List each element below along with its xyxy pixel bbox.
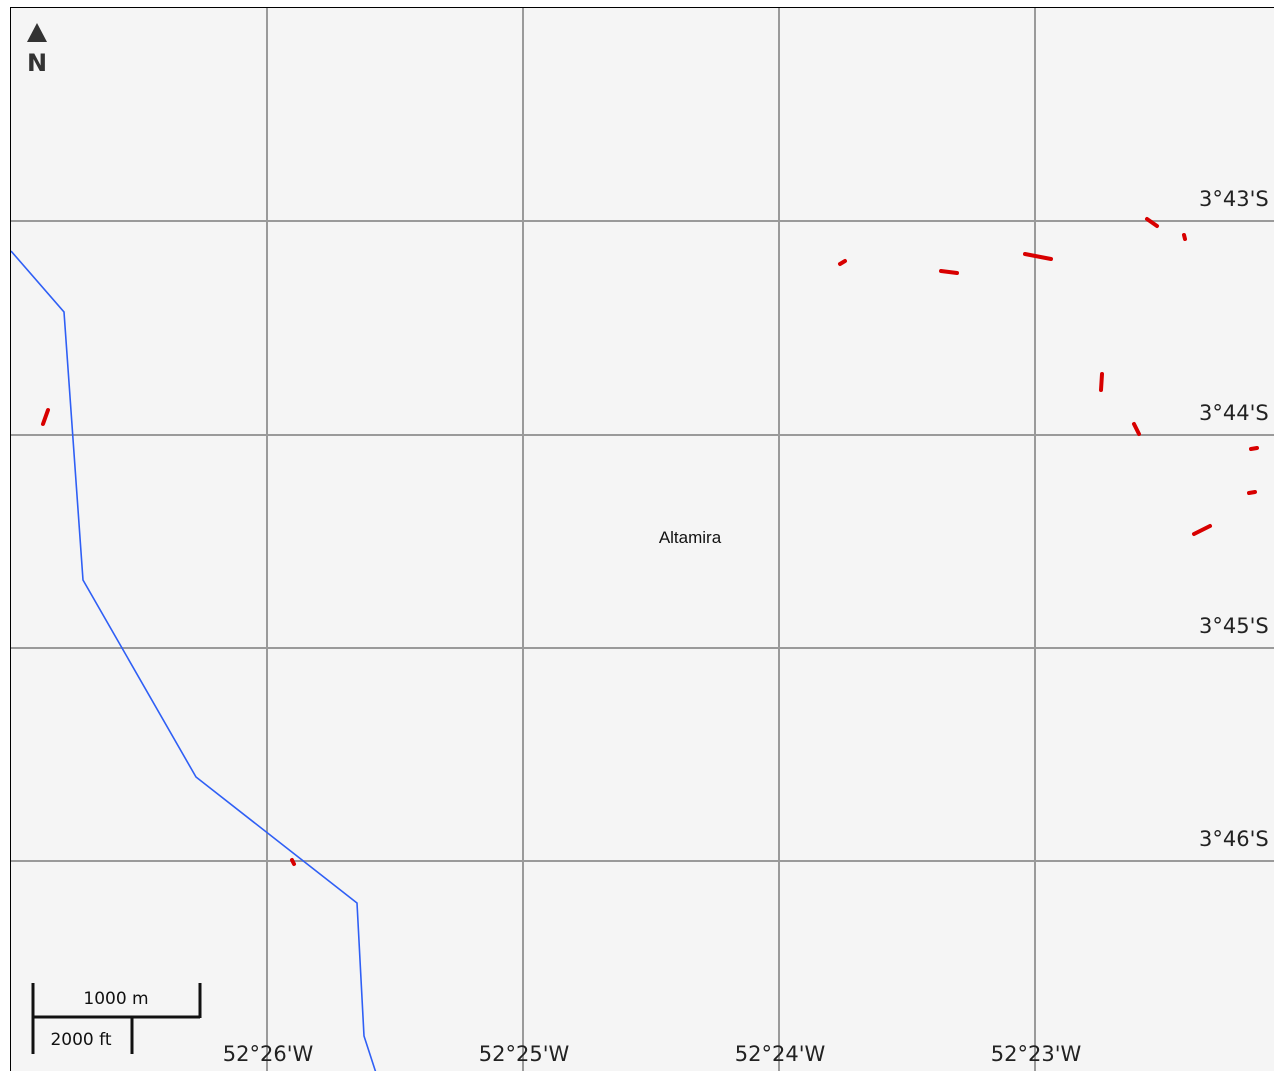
latitude-label: 3°46'S (1199, 827, 1269, 851)
latitude-labels: 3°43'S 3°44'S 3°45'S 3°46'S (1199, 187, 1269, 851)
scale-metric-label: 1000 m (83, 989, 148, 1009)
place-label-altamira: Altamira (659, 528, 722, 547)
scale-bar (31, 983, 202, 1054)
north-arrow-icon: N (27, 23, 47, 77)
longitude-label: 52°24'W (735, 1042, 826, 1066)
red-segment (1145, 217, 1159, 228)
red-segment (1099, 372, 1104, 392)
red-segment (1192, 524, 1212, 536)
latitude-label: 3°44'S (1199, 401, 1269, 425)
red-segment (1249, 446, 1259, 451)
red-segment (1023, 252, 1053, 261)
longitude-label: 52°25'W (479, 1042, 570, 1066)
latitude-label: 3°45'S (1199, 614, 1269, 638)
latitude-label: 3°43'S (1199, 187, 1269, 211)
longitude-label: 52°23'W (991, 1042, 1082, 1066)
red-line-features (41, 217, 1259, 866)
red-segment (1132, 422, 1141, 436)
graticule (11, 8, 1274, 1071)
longitude-labels: 52°26'W 52°25'W 52°24'W 52°23'W (223, 1042, 1082, 1066)
river-line (11, 250, 377, 1071)
red-segment (290, 858, 296, 866)
red-segment (1247, 490, 1257, 495)
red-segment (41, 408, 50, 426)
longitude-label: 52°26'W (223, 1042, 314, 1066)
red-segment (939, 269, 959, 275)
red-segment (838, 259, 847, 266)
red-segment (1182, 233, 1187, 241)
north-label: N (27, 49, 47, 77)
scale-imperial-label: 2000 ft (50, 1030, 111, 1050)
map-canvas[interactable]: Altamira 3°43'S 3°44'S 3°45'S 3°46'S 52°… (10, 7, 1274, 1071)
map-svg: Altamira 3°43'S 3°44'S 3°45'S 3°46'S 52°… (11, 8, 1274, 1071)
